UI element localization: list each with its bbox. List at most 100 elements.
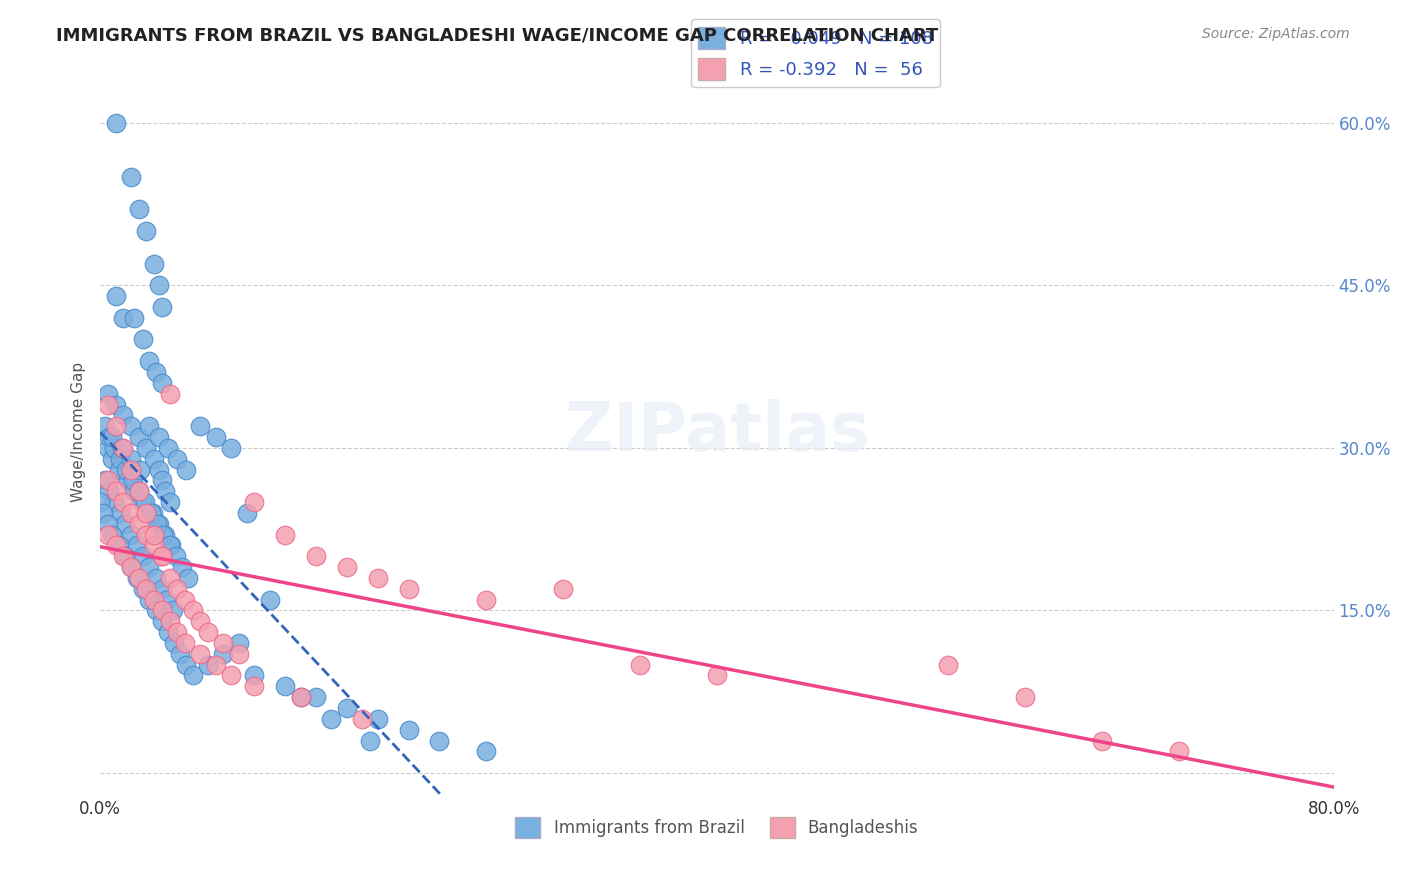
Point (936, 657, 959, 672)
Point (108, 506, 131, 520)
Point (97, 441, 120, 455)
Point (152, 527, 174, 541)
Point (120, 527, 142, 541)
Point (146, 516, 169, 531)
Point (243, 679, 266, 693)
Point (259, 592, 281, 607)
Point (177, 571, 200, 585)
Point (159, 386, 181, 401)
Point (1091, 733, 1114, 747)
Point (305, 690, 328, 705)
Point (101, 527, 124, 541)
Point (115, 462, 138, 476)
Point (150, 615, 173, 629)
Point (474, 744, 496, 758)
Point (134, 495, 156, 509)
Point (138, 419, 160, 434)
Point (145, 365, 167, 379)
Point (122, 484, 145, 499)
Point (274, 679, 297, 693)
Point (135, 527, 157, 541)
Point (132, 495, 155, 509)
Text: IMMIGRANTS FROM BRAZIL VS BANGLADESHI WAGE/INCOME GAP CORRELATION CHART: IMMIGRANTS FROM BRAZIL VS BANGLADESHI WA… (56, 27, 938, 45)
Point (336, 560, 359, 574)
Point (176, 657, 198, 672)
Point (120, 506, 142, 520)
Point (142, 506, 165, 520)
Point (97, 397, 120, 411)
Point (212, 647, 235, 661)
Point (706, 668, 728, 682)
Point (153, 484, 176, 499)
Point (101, 451, 124, 466)
Point (181, 668, 204, 682)
Point (111, 441, 134, 455)
Point (162, 603, 184, 617)
Point (108, 451, 131, 466)
Point (143, 592, 166, 607)
Point (1014, 690, 1036, 705)
Text: ZIPatlas: ZIPatlas (565, 399, 869, 465)
Point (150, 376, 173, 390)
Point (135, 441, 157, 455)
Point (128, 516, 150, 531)
Point (188, 419, 211, 434)
Point (148, 278, 170, 293)
Text: Source: ZipAtlas.com: Source: ZipAtlas.com (1202, 27, 1350, 41)
Point (143, 451, 166, 466)
Point (128, 484, 150, 499)
Point (114, 516, 136, 531)
Point (212, 636, 235, 650)
Point (188, 647, 211, 661)
Point (138, 354, 160, 368)
Point (94, 419, 117, 434)
Point (104, 289, 127, 303)
Point (97, 527, 120, 541)
Point (159, 615, 181, 629)
Point (148, 462, 170, 476)
Point (132, 549, 155, 564)
Point (104, 484, 127, 499)
Point (628, 657, 651, 672)
Point (128, 484, 150, 499)
Point (112, 409, 135, 423)
Point (129, 462, 152, 476)
Point (174, 592, 197, 607)
Point (166, 451, 188, 466)
Point (243, 668, 266, 682)
Point (197, 657, 219, 672)
Point (156, 441, 179, 455)
Point (139, 506, 162, 520)
Point (120, 419, 142, 434)
Point (127, 571, 149, 585)
Point (290, 690, 312, 705)
Point (367, 571, 389, 585)
Point (138, 592, 160, 607)
Legend: Immigrants from Brazil, Bangladeshis: Immigrants from Brazil, Bangladeshis (509, 811, 925, 845)
Point (104, 538, 127, 552)
Point (104, 419, 127, 434)
Point (150, 549, 173, 564)
Point (165, 549, 187, 564)
Point (170, 560, 193, 574)
Point (98, 430, 121, 444)
Point (150, 582, 173, 596)
Point (120, 560, 142, 574)
Point (163, 636, 186, 650)
Point (97, 386, 120, 401)
Point (321, 712, 343, 726)
Point (336, 701, 359, 715)
Point (290, 690, 312, 705)
Point (145, 603, 167, 617)
Point (169, 647, 191, 661)
Point (228, 636, 250, 650)
Point (104, 397, 127, 411)
Point (153, 527, 176, 541)
Point (143, 257, 166, 271)
Point (155, 592, 177, 607)
Point (94, 474, 117, 488)
Point (204, 657, 226, 672)
Point (128, 202, 150, 217)
Point (143, 527, 166, 541)
Point (122, 310, 145, 325)
